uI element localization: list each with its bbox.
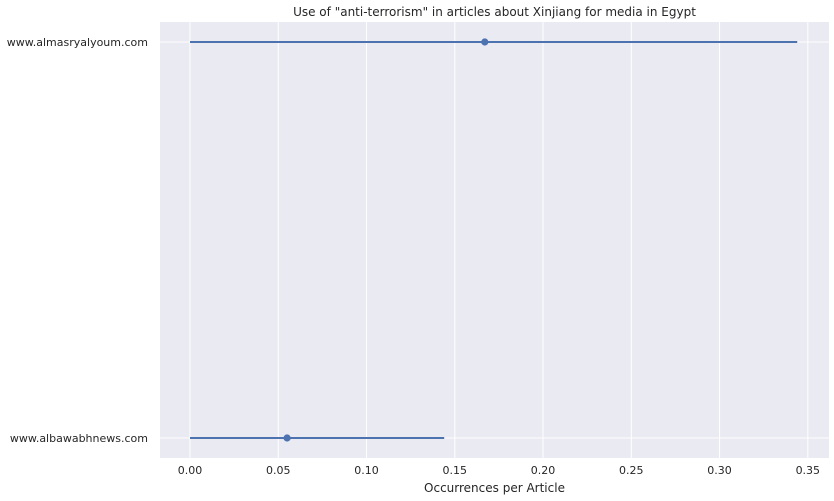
x-tick-label: 0.15: [443, 464, 468, 477]
x-tick-label: 0.00: [178, 464, 203, 477]
data-point: [481, 38, 489, 46]
data-series: [190, 38, 798, 442]
plot-area: [160, 22, 829, 458]
y-tick-label: www.almasryalyoum.com: [7, 36, 148, 49]
x-tick-label: 0.20: [531, 464, 556, 477]
x-tick-label: 0.05: [266, 464, 291, 477]
data-point: [283, 434, 291, 442]
y-tick-label: www.albawabhnews.com: [10, 432, 148, 445]
chart-title: Use of "anti-terrorism" in articles abou…: [293, 5, 696, 19]
x-tick-label: 0.25: [619, 464, 644, 477]
x-tick-label: 0.10: [354, 464, 379, 477]
x-tick-label: 0.30: [707, 464, 732, 477]
x-tick-labels: 0.00 0.05 0.10 0.15 0.20 0.25 0.30 0.35: [178, 464, 820, 477]
y-tick-labels: www.almasryalyoum.com www.albawabhnews.co…: [7, 36, 148, 445]
x-tick-label: 0.35: [796, 464, 821, 477]
x-axis-label: Occurrences per Article: [424, 481, 565, 495]
